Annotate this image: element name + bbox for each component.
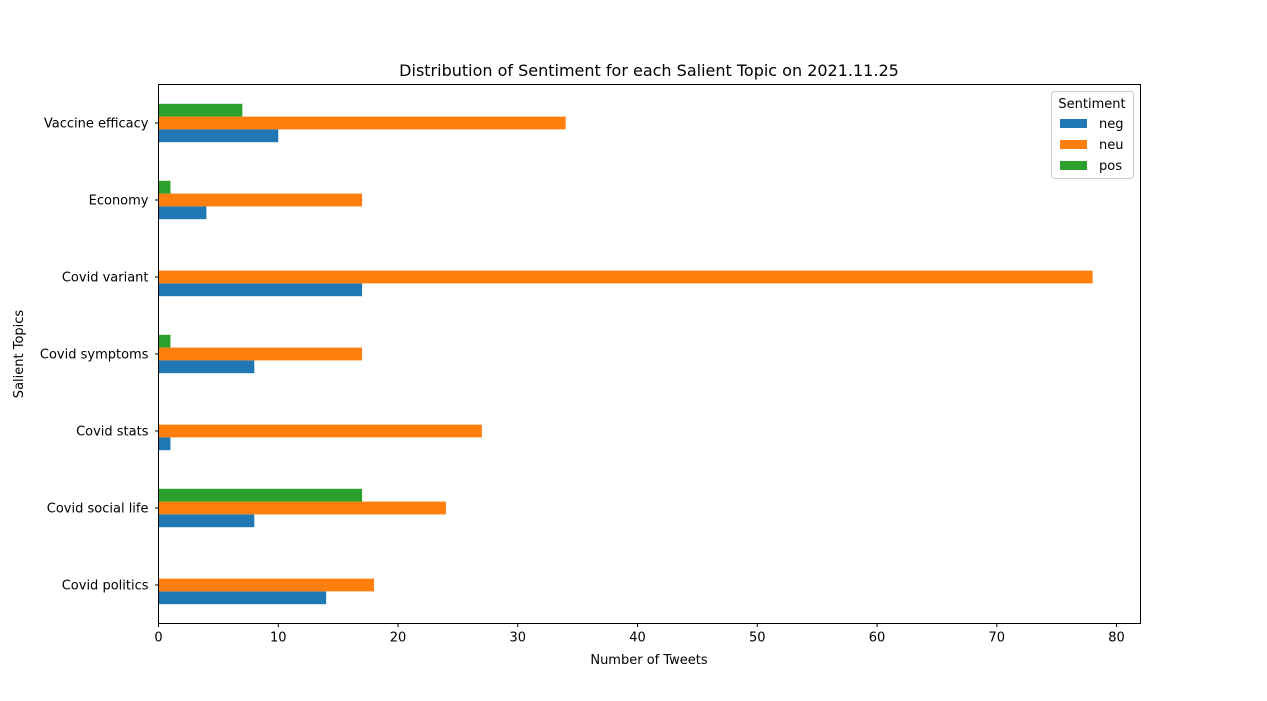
bar-pos-economy [158, 180, 171, 194]
y-tick-label-vaccine-efficacy: Vaccine efficacy [44, 117, 149, 132]
bar-neg-covid-variant [158, 283, 363, 297]
legend-label-neu: neu [1099, 138, 1123, 153]
bar-neg-covid-social-life [158, 514, 255, 528]
bar-neu-covid-variant [158, 270, 1093, 284]
x-tick-label-60: 60 [869, 631, 886, 646]
y-tick-label-covid-politics: Covid politics [62, 579, 149, 594]
x-tick-label-50: 50 [749, 631, 766, 646]
x-tick-label-10: 10 [270, 631, 287, 646]
x-tick-label-70: 70 [989, 631, 1006, 646]
legend: Sentiment neg neu pos [1051, 91, 1134, 179]
legend-swatch-pos [1060, 161, 1087, 170]
bar-neu-vaccine-efficacy [158, 116, 566, 130]
bar-pos-vaccine-efficacy [158, 103, 243, 117]
bar-neg-covid-stats [158, 437, 171, 451]
legend-items: neg neu pos [1060, 117, 1124, 174]
legend-swatch-neu [1060, 140, 1087, 149]
y-axis: Covid politics Covid social life Covid sta… [40, 117, 159, 594]
x-tick-label-80: 80 [1108, 631, 1125, 646]
y-tick-label-covid-variant: Covid variant [62, 271, 149, 286]
y-tick-label-covid-stats: Covid stats [76, 425, 149, 440]
legend-label-neg: neg [1099, 117, 1124, 132]
x-tick-label-40: 40 [629, 631, 646, 646]
bar-neu-covid-politics [158, 578, 375, 592]
bar-neu-economy [158, 193, 363, 207]
legend-label-pos: pos [1099, 159, 1122, 174]
bar-neu-covid-stats [158, 424, 482, 438]
bar-neg-covid-symptoms [158, 360, 255, 374]
chart-title: Distribution of Sentiment for each Salie… [399, 61, 899, 80]
bar-neg-economy [158, 206, 207, 220]
x-tick-label-20: 20 [390, 631, 407, 646]
x-axis-label: Number of Tweets [590, 653, 708, 668]
legend-title: Sentiment [1058, 97, 1125, 112]
y-tick-label-covid-social-life: Covid social life [47, 502, 149, 517]
y-tick-label-covid-symptoms: Covid symptoms [40, 348, 149, 363]
bar-neg-vaccine-efficacy [158, 129, 279, 143]
legend-frame [1051, 91, 1134, 179]
x-axis: 0 10 20 30 40 50 60 70 80 [154, 623, 1125, 646]
x-tick-label-30: 30 [509, 631, 526, 646]
bars-layer [158, 103, 1093, 605]
y-axis-label: Salient Topics [12, 310, 27, 399]
bar-neu-covid-symptoms [158, 347, 363, 361]
x-tick-label-0: 0 [154, 631, 162, 646]
bar-pos-covid-symptoms [158, 334, 171, 348]
bar-neu-covid-social-life [158, 501, 446, 515]
y-tick-label-economy: Economy [89, 194, 149, 209]
bar-pos-covid-social-life [158, 488, 363, 502]
legend-swatch-neg [1060, 119, 1087, 128]
bar-neg-covid-politics [158, 591, 327, 605]
